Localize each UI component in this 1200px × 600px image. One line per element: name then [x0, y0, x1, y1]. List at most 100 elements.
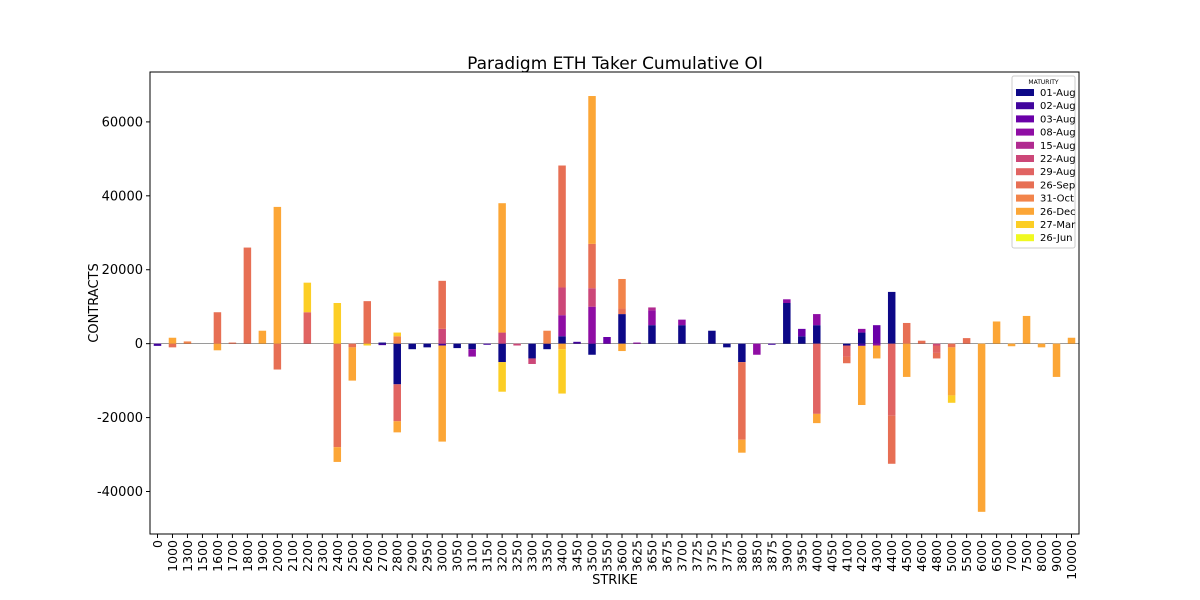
bar-3600-26-Dec [618, 343, 626, 352]
x-tick-label: 1600 [210, 540, 225, 572]
x-tick-label: 3625 [629, 540, 644, 572]
bar-6500-26-Dec [992, 321, 1001, 344]
bar-3200-22-Aug [498, 332, 506, 344]
bar-3400-01-Aug [558, 336, 566, 344]
bar-3775-01-Aug [723, 343, 731, 348]
bar-1000-26-Dec [168, 337, 177, 344]
bar-3650-15-Aug [648, 307, 656, 311]
x-tick-label: 3550 [600, 540, 615, 572]
x-tick-label: 4800 [929, 540, 944, 572]
x-tick-label: 3500 [585, 540, 600, 572]
x-tick-label: 0 [150, 540, 165, 548]
bar-3600-01-Aug [618, 314, 626, 344]
legend-label: 26-Sep [1040, 180, 1075, 191]
bar-3500-22-Aug [588, 288, 596, 307]
x-tick-label: 3250 [510, 540, 525, 572]
x-tick-label: 9000 [1049, 540, 1064, 572]
bar-1600-26-Dec [213, 343, 222, 351]
x-tick-label: 3000 [435, 540, 450, 572]
bar-3625-08-Aug [633, 342, 641, 344]
bar-3400-22-Aug [558, 287, 566, 316]
x-tick-label: 3850 [749, 540, 764, 572]
bar-3100-08-Aug [468, 349, 476, 357]
x-tick-label: 3400 [555, 540, 570, 572]
bar-4800-29-Aug [932, 345, 941, 353]
x-tick-label: 2200 [300, 540, 315, 572]
bar-4200-26-Dec [857, 345, 866, 406]
bar-3200-27-Mar [498, 362, 506, 392]
y-tick-label: -40000 [97, 485, 143, 500]
x-tick-label: 8000 [1034, 540, 1049, 572]
bar-1300-31-Oct [183, 341, 192, 344]
plot-frame [149, 71, 1080, 535]
x-tick-label: 3875 [764, 540, 779, 572]
x-tick-label: 6500 [989, 540, 1004, 572]
bar-5000-27-Mar [947, 395, 956, 403]
x-tick-label: 4600 [914, 540, 929, 572]
bar-3200-01-Aug [498, 343, 506, 363]
bar-5000-26-Dec [947, 347, 956, 396]
x-tick-label: 2500 [345, 540, 360, 572]
bar-3400-26-Sep [558, 165, 566, 288]
bar-2800-31-Oct [393, 336, 401, 344]
y-tick-label: 60000 [102, 115, 143, 130]
x-axis: 0 1000 1300 1500 1600 1700 1800 1900 2000 2100 220… [150, 534, 1079, 580]
legend-swatch [1016, 128, 1034, 136]
x-tick-label: 2100 [285, 540, 300, 572]
y-axis: -40000 -20000 0 20000 40000 60000 [97, 115, 150, 500]
bar-4300-03-Aug [872, 325, 881, 344]
x-tick-label: 3150 [480, 540, 495, 572]
bar-3400-08-Aug [558, 315, 566, 337]
x-tick-label: 4100 [839, 540, 854, 572]
x-tick-label: 3450 [570, 540, 585, 572]
x-tick-label: 2400 [330, 540, 345, 572]
bar-4300-08-Aug [872, 343, 881, 346]
legend-label: 22-Aug [1040, 154, 1076, 165]
x-tick-label: 6000 [974, 540, 989, 572]
bar-2800-29-Aug [393, 384, 401, 422]
x-tick-label: 1300 [180, 540, 195, 572]
legend-swatch [1016, 168, 1034, 176]
x-tick-label: 3725 [689, 540, 704, 572]
chart-title: Paradigm ETH Taker Cumulative OI [467, 54, 763, 74]
legend-title: MATURITY [1028, 79, 1058, 86]
legend-label: 08-Aug [1040, 128, 1076, 139]
x-tick-label: 4300 [869, 540, 884, 572]
x-tick-label: 3700 [674, 540, 689, 572]
x-tick-label: 3675 [659, 540, 674, 572]
legend-label: 26-Jun [1040, 233, 1073, 244]
x-tick-label: 3350 [540, 540, 555, 572]
bar-2600-27-Mar [363, 343, 372, 346]
bar-3600-31-Oct [618, 278, 626, 309]
x-tick-label: 3950 [794, 540, 809, 572]
legend-label: 02-Aug [1040, 101, 1076, 112]
bar-3000-02-Aug [438, 343, 446, 346]
bar-3100-01-Aug [468, 343, 476, 350]
bar-2600-26-Sep [363, 301, 372, 344]
bar-8000-26-Dec [1037, 343, 1046, 348]
legend-swatch [1016, 115, 1034, 123]
bar-3850-08-Aug [753, 343, 761, 355]
legend-swatch [1016, 234, 1034, 242]
bar-4000-26-Dec [813, 413, 821, 424]
bar-2500-26-Sep [348, 343, 357, 348]
x-tick-label: 7500 [1019, 540, 1034, 572]
bar-3450-02-Aug [573, 341, 581, 344]
x-tick-label: 4200 [854, 540, 869, 572]
legend-swatch [1016, 155, 1034, 162]
legend-label: 26-Dec [1040, 207, 1076, 218]
legend-label: 29-Aug [1040, 167, 1076, 178]
bar-10000-26-Dec [1067, 337, 1076, 344]
bar-2700-02-Aug [378, 343, 386, 346]
bar-2900-01-Aug [408, 343, 416, 350]
x-axis-title: STRIKE [592, 573, 638, 588]
bar-2700-01-Aug [378, 342, 386, 344]
x-tick-label: 3650 [644, 540, 659, 572]
bar-3500-26-Sep [588, 243, 596, 289]
bar-7000-26-Dec [1007, 343, 1016, 347]
x-tick-label: 4500 [899, 540, 914, 572]
x-tick-label: 4050 [824, 540, 839, 572]
bar-2200-29-Aug [303, 312, 312, 344]
x-tick-label: 3775 [719, 540, 734, 572]
bar-1900-26-Dec [258, 330, 267, 344]
